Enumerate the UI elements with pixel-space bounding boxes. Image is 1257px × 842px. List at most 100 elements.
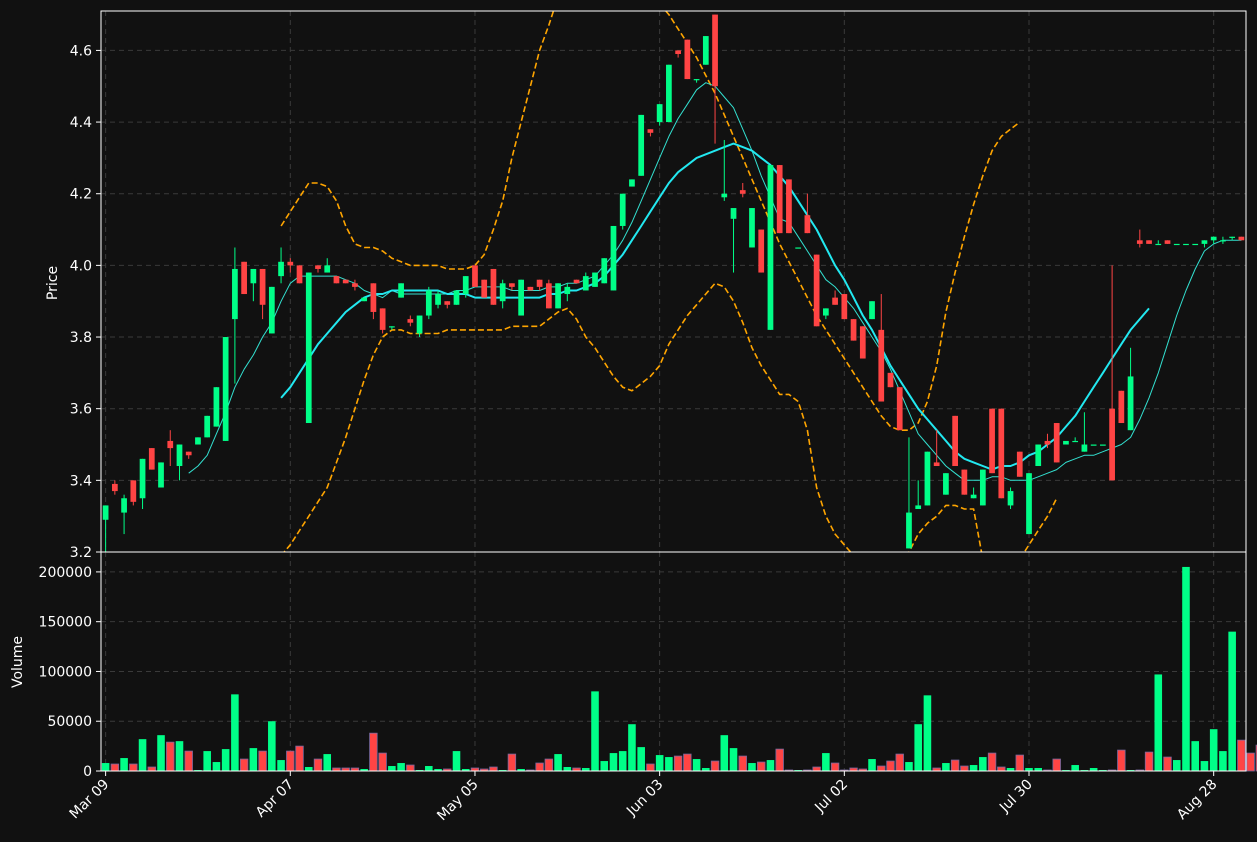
candle-body (1007, 491, 1014, 506)
candle-body (989, 408, 995, 474)
volume-bar (212, 762, 221, 771)
candle-body (518, 279, 525, 316)
volume-bar (822, 753, 830, 771)
volume-bar (1163, 756, 1172, 772)
candle-body (167, 440, 174, 449)
candle-body (915, 505, 922, 510)
candle-body (139, 458, 146, 499)
volume-bar (397, 763, 405, 771)
candle-body (268, 286, 275, 334)
volume-tick-label: 50000 (47, 714, 92, 730)
volume-bar (877, 765, 886, 772)
volume-bar (452, 751, 461, 771)
volume-bar (628, 724, 636, 771)
volume-bar (507, 753, 517, 772)
volume-bar (720, 735, 729, 771)
volume-bar (618, 751, 627, 771)
candle-body (869, 301, 875, 320)
candle-body (739, 190, 746, 194)
volume-bar (277, 760, 285, 771)
candle-body (1109, 408, 1115, 481)
price-tick-label: 3.4 (70, 473, 92, 489)
candle-body (592, 272, 598, 287)
volume-bar (203, 751, 211, 771)
candle-body (389, 326, 395, 328)
volume-bar (960, 765, 969, 772)
volume-bar (1209, 729, 1218, 771)
candle-body (1136, 240, 1143, 244)
candle-body (407, 319, 414, 323)
volume-bar (517, 769, 525, 771)
candle-body (1127, 376, 1134, 431)
volume-bar (646, 763, 655, 772)
volume-bar (914, 724, 922, 771)
volume-bar (683, 753, 692, 772)
candle-body (1146, 240, 1152, 244)
volume-bar (895, 753, 904, 772)
candle-body (536, 279, 543, 287)
volume-bar (1089, 768, 1098, 771)
volume-bar (295, 745, 304, 772)
volume-bar (868, 759, 876, 771)
volume-bar (766, 760, 775, 771)
candle-body (324, 265, 331, 273)
volume-bar (239, 758, 249, 772)
candle-body (444, 301, 451, 305)
volume-bar (757, 761, 766, 772)
price-tick-label: 4.2 (70, 187, 92, 203)
candle-body (749, 208, 755, 248)
candle-body (850, 319, 857, 341)
candle-body (906, 512, 912, 549)
candle-body (370, 283, 377, 312)
volume-bar (1071, 765, 1079, 771)
volume-bar (1200, 761, 1209, 771)
candle-body (721, 193, 728, 198)
candle-body (158, 462, 164, 488)
candle-body (342, 279, 349, 284)
price-tick-label: 4.4 (70, 115, 92, 131)
volume-bar (360, 769, 368, 771)
candle-body (315, 265, 321, 269)
volume-bar (1228, 631, 1236, 771)
x-tick-label: Apr 07 (253, 777, 297, 821)
candle-body (213, 387, 220, 427)
candle-body (1155, 243, 1162, 246)
volume-bar (692, 759, 701, 771)
volume-bar (655, 755, 664, 771)
candle-body (1220, 240, 1226, 242)
volume-tick-label: 200000 (39, 565, 92, 581)
band-lower-line (283, 282, 1058, 552)
candle-body (555, 283, 561, 309)
volume-bar (323, 754, 332, 771)
candle-body (296, 265, 303, 284)
volume-tick-label: 0 (83, 764, 92, 780)
volume-bar (1006, 768, 1015, 771)
volume-bar (175, 741, 184, 771)
price-tick-label: 4.0 (70, 258, 92, 274)
volume-bar (461, 769, 470, 771)
volume-bar (221, 749, 230, 771)
candle-body (564, 286, 571, 295)
volume-bar (138, 739, 147, 771)
candle-body (629, 179, 635, 187)
candle-body (998, 408, 1005, 499)
volume-bar (609, 753, 618, 771)
volume-bar (157, 735, 165, 771)
volume-bar (120, 758, 128, 771)
candle-body (398, 283, 404, 298)
candle-body (148, 448, 155, 470)
volume-bar (969, 765, 978, 771)
volume-bar (812, 766, 821, 772)
candle-body (666, 64, 672, 123)
candle-body (472, 265, 478, 287)
candle-body (1053, 423, 1060, 463)
candle-body (933, 462, 940, 467)
volume-bar (738, 755, 747, 772)
volume-bar (748, 763, 756, 771)
candle-body (287, 261, 294, 266)
candle-body (232, 268, 238, 320)
x-tick-label: Jun 03 (623, 777, 666, 820)
volume-bar (581, 768, 590, 771)
candle-body (610, 225, 617, 291)
